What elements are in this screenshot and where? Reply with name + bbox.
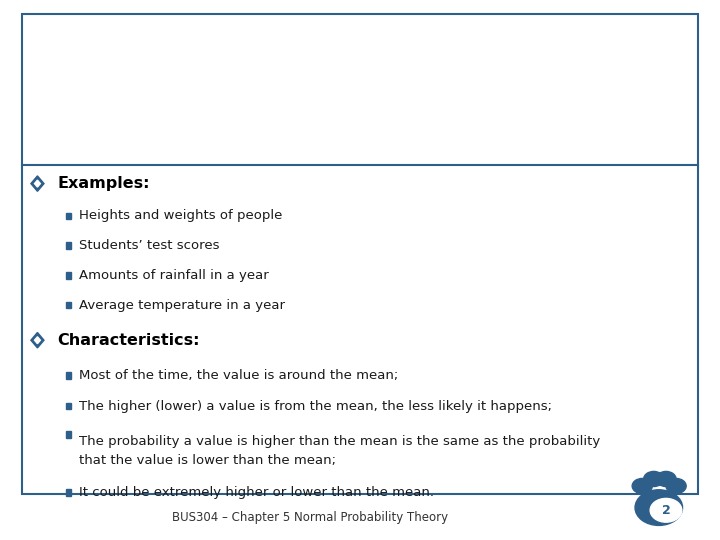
Circle shape [656,471,676,487]
Text: Characteristics:: Characteristics: [58,333,200,348]
Polygon shape [35,337,40,343]
Polygon shape [31,176,44,191]
Text: Amounts of rainfall in a year: Amounts of rainfall in a year [79,269,269,282]
Bar [66,242,71,249]
Text: Average temperature in a year: Average temperature in a year [79,299,285,312]
Text: Students’ test scores: Students’ test scores [79,239,220,252]
Circle shape [666,478,686,494]
Circle shape [632,478,652,494]
Circle shape [635,490,683,525]
Bar [22,14,698,494]
Bar [66,272,71,279]
Text: Heights and weights of people: Heights and weights of people [79,210,282,222]
Bar [66,213,71,219]
Text: 2: 2 [662,504,670,517]
Text: It could be extremely higher or lower than the mean.: It could be extremely higher or lower th… [79,486,434,499]
Bar [66,489,71,496]
Circle shape [644,471,664,487]
Text: The higher (lower) a value is from the mean, the less likely it happens;: The higher (lower) a value is from the m… [79,400,552,413]
Bar [66,431,71,438]
Circle shape [650,498,682,522]
Bar [66,403,71,409]
Bar [66,372,71,379]
Polygon shape [35,180,40,187]
Polygon shape [31,333,44,348]
Bar [66,302,71,308]
Text: Examples:: Examples: [58,176,150,191]
Text: The probability a value is higher than the mean is the same as the probability
t: The probability a value is higher than t… [79,435,600,467]
Text: BUS304 – Chapter 5 Normal Probability Theory: BUS304 – Chapter 5 Normal Probability Th… [171,511,448,524]
Text: Most of the time, the value is around the mean;: Most of the time, the value is around th… [79,369,398,382]
